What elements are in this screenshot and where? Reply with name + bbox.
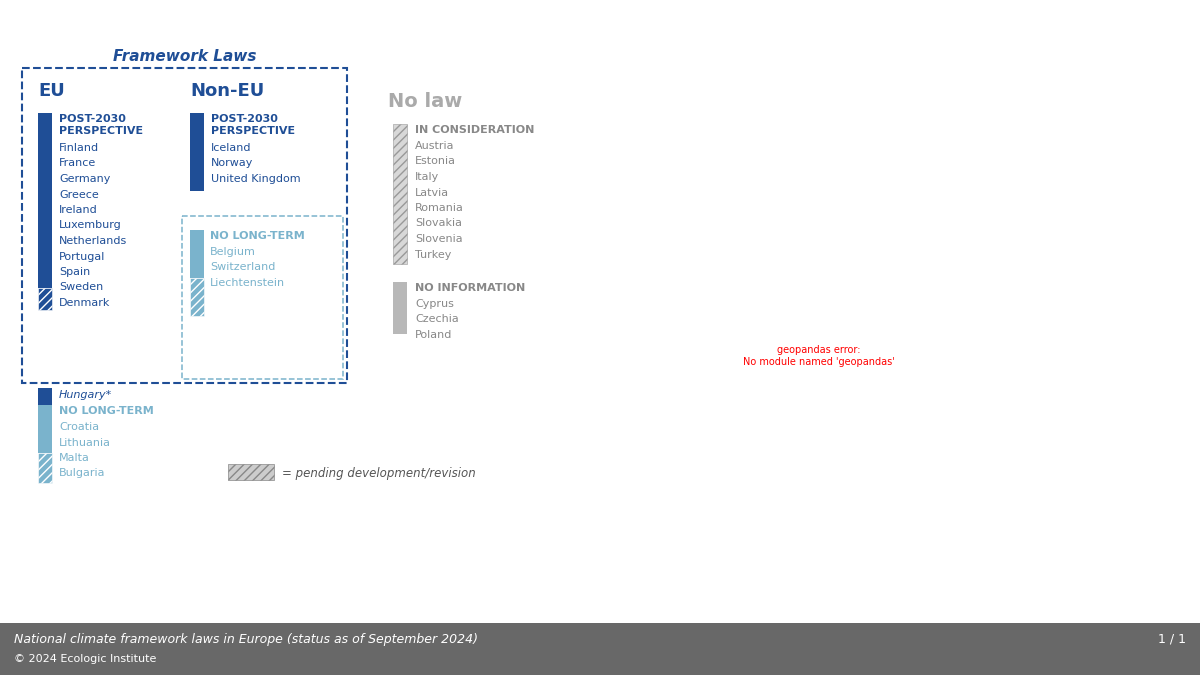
Text: France: France xyxy=(59,159,96,169)
Text: Slovenia: Slovenia xyxy=(415,234,463,244)
Text: Italy: Italy xyxy=(415,172,439,182)
Text: EU: EU xyxy=(38,82,65,100)
Text: Sweden: Sweden xyxy=(59,283,103,292)
Text: IN CONSIDERATION: IN CONSIDERATION xyxy=(415,125,534,135)
Text: = pending development/revision: = pending development/revision xyxy=(282,466,475,479)
Text: NO LONG-TERM: NO LONG-TERM xyxy=(210,231,305,241)
Text: Liechtenstein: Liechtenstein xyxy=(210,278,286,288)
Bar xyxy=(38,113,52,288)
Text: United Kingdom: United Kingdom xyxy=(211,174,301,184)
Bar xyxy=(394,124,407,264)
Text: Spain: Spain xyxy=(59,267,90,277)
Text: Turkey: Turkey xyxy=(415,250,451,259)
Text: Lithuania: Lithuania xyxy=(59,437,112,448)
Text: Poland: Poland xyxy=(415,330,452,340)
Bar xyxy=(38,405,52,453)
Text: Austria: Austria xyxy=(415,141,455,151)
Text: POST-2030
PERSPECTIVE: POST-2030 PERSPECTIVE xyxy=(59,114,143,136)
Text: Finland: Finland xyxy=(59,143,100,153)
Text: 1 / 1: 1 / 1 xyxy=(1158,632,1186,645)
Text: Slovakia: Slovakia xyxy=(415,219,462,229)
Text: Romania: Romania xyxy=(415,203,464,213)
Text: Latvia: Latvia xyxy=(415,188,449,198)
Text: Hungary*: Hungary* xyxy=(59,390,113,400)
Bar xyxy=(38,388,52,418)
Text: Greece: Greece xyxy=(59,190,98,200)
Text: Iceland: Iceland xyxy=(211,143,252,153)
Text: Germany: Germany xyxy=(59,174,110,184)
Text: No law: No law xyxy=(388,92,462,111)
Text: Belgium: Belgium xyxy=(210,247,256,257)
Bar xyxy=(38,453,52,483)
Text: Estonia: Estonia xyxy=(415,157,456,167)
Text: National climate framework laws in Europe (status as of September 2024): National climate framework laws in Europ… xyxy=(14,632,478,645)
Bar xyxy=(190,113,204,191)
Text: geopandas error:
No module named 'geopandas': geopandas error: No module named 'geopan… xyxy=(743,346,895,367)
Text: Switzerland: Switzerland xyxy=(210,263,275,273)
Text: Malta: Malta xyxy=(59,453,90,463)
Text: Ireland: Ireland xyxy=(59,205,97,215)
Text: Portugal: Portugal xyxy=(59,252,106,261)
Bar xyxy=(38,288,52,310)
Bar xyxy=(190,230,204,278)
Bar xyxy=(190,278,204,316)
Text: Denmark: Denmark xyxy=(59,298,110,308)
Text: Luxemburg: Luxemburg xyxy=(59,221,121,230)
Text: POST-2030
PERSPECTIVE: POST-2030 PERSPECTIVE xyxy=(211,114,295,136)
Text: NO LONG-TERM: NO LONG-TERM xyxy=(59,406,154,416)
Text: Cyprus: Cyprus xyxy=(415,299,454,309)
Bar xyxy=(0,623,1200,675)
Text: Norway: Norway xyxy=(211,159,253,169)
Text: NO INFORMATION: NO INFORMATION xyxy=(415,283,526,293)
Text: Czechia: Czechia xyxy=(415,315,458,325)
Text: Framework Laws: Framework Laws xyxy=(113,49,257,64)
Text: © 2024 Ecologic Institute: © 2024 Ecologic Institute xyxy=(14,654,156,664)
Bar xyxy=(394,282,407,334)
Text: Netherlands: Netherlands xyxy=(59,236,127,246)
Text: Bulgaria: Bulgaria xyxy=(59,468,106,479)
Text: Croatia: Croatia xyxy=(59,422,100,432)
Text: Non-EU: Non-EU xyxy=(190,82,264,100)
Bar xyxy=(228,464,274,480)
